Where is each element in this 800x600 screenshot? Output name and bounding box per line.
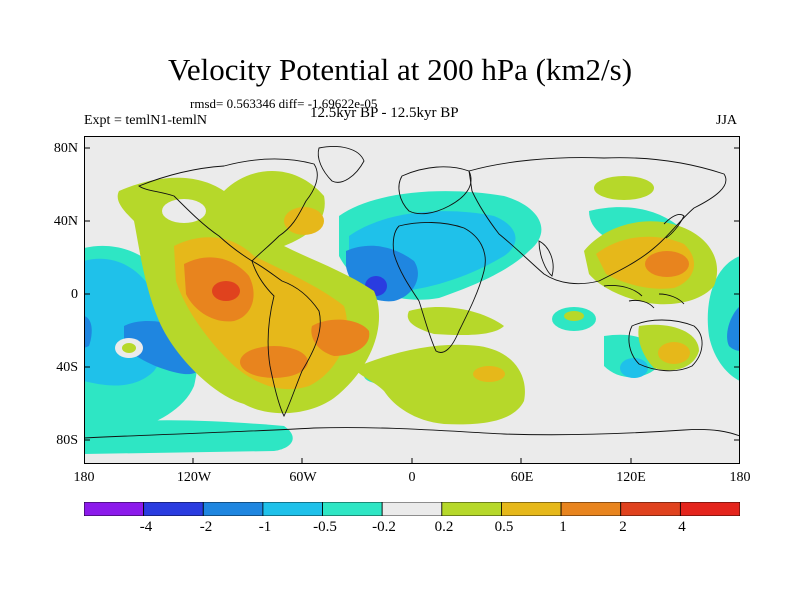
contour-fill [564,311,584,321]
colorbar-swatch [441,502,502,516]
contour-fill [240,346,308,378]
colorbar [84,502,740,516]
colorbar-label: 0.2 [434,519,454,535]
colorbar-label: -0.2 [372,519,396,535]
colorbar-label: 2 [619,519,627,535]
colorbar-label: -0.5 [313,519,337,535]
coast-india [538,240,554,277]
stats-line: rmsd= 0.563346 diff= -1.69622e-05 [190,96,378,111]
coast-europe [398,166,472,215]
colorbar-label: 0.5 [494,519,514,535]
colorbar-swatch [679,502,740,516]
contour-fill [162,199,206,223]
contour-fill [727,306,740,351]
colorbar-swatch [560,502,622,516]
colorbar-swatch [202,502,264,516]
contour-fill [122,343,136,353]
coast-asia [468,157,727,285]
coastlines [84,146,740,439]
contour-fill [473,366,505,382]
lon-label-0: 0 [408,470,416,485]
period-label: 12.5kyr BP - 12.5kyr BP [310,105,459,121]
lat-label-80s: 80S [56,433,78,448]
season-label: JJA [716,113,738,128]
lat-label-40n: 40N [53,214,78,229]
contour-fill [658,342,690,364]
contour-fill [407,306,504,336]
coast-africa [392,222,486,353]
coast-se-asia [603,285,685,309]
colorbar-swatch [620,502,681,516]
colorbar-label: 4 [678,519,686,535]
contour-fill [284,207,324,235]
colorbar-swatch [322,502,383,516]
lat-label-eq: 0 [71,287,78,302]
colorbar-swatch [501,502,562,516]
lat-label-40s: 40S [56,360,78,375]
lon-label-120w: 120W [176,470,212,485]
colorbar-label: -2 [199,519,213,535]
colorbar-swatch [262,502,323,516]
coast-antarctica [84,427,740,439]
contour-fill [84,316,92,348]
lat-label-80n: 80N [53,141,78,156]
coast-north-america [138,158,318,262]
contour-fill [702,221,726,241]
contour-fill [212,281,240,301]
colorbar-label: 1 [559,519,567,535]
lon-label-180e: 180 [729,470,751,485]
velocity-potential-map [84,136,740,464]
contour-fill [354,344,525,425]
contour-fill [645,251,689,277]
lon-label-180w: 180 [73,470,95,485]
colorbar-swatch [143,502,204,516]
experiment-label: Expt = temlN1-temlN [84,113,207,128]
colorbar-label: -1 [258,519,272,535]
axis-ticks [84,147,740,464]
coast-australia [628,319,703,372]
contour-fill [311,319,370,356]
coast-japan [663,213,685,239]
coast-south-america [251,260,321,418]
plot-title: Velocity Potential at 200 hPa (km2/s) [167,52,633,87]
coast-greenland [317,146,365,183]
lon-label-60w: 60W [289,470,317,485]
lon-label-120e: 120E [616,470,646,485]
contour-fill [707,256,740,381]
contour-fill [594,176,654,200]
colorbar-swatch [84,502,145,516]
colorbar-swatch [381,502,443,516]
contour-fill [84,420,293,454]
contour-fill [620,358,648,378]
colorbar-label: -4 [139,519,153,535]
lon-label-60e: 60E [510,470,534,485]
